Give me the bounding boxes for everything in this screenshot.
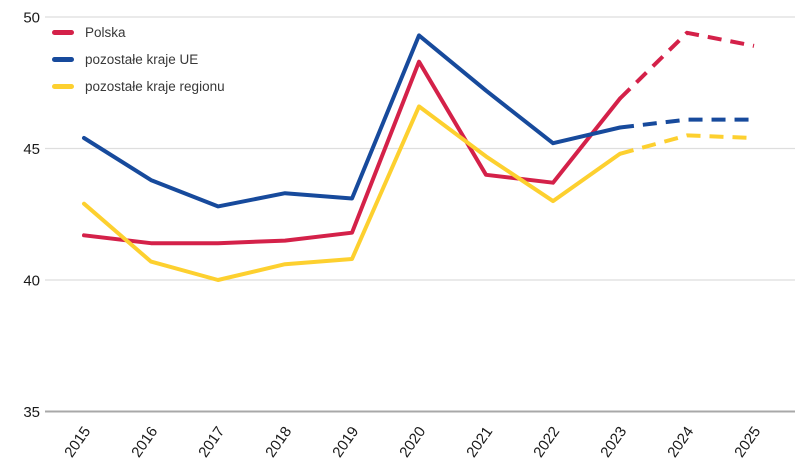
series-forecast-line-1 bbox=[619, 117, 754, 130]
x-tick-label: 2017 bbox=[195, 424, 228, 461]
legend-label: pozostałe kraje regionu bbox=[85, 78, 225, 94]
legend-swatch-red bbox=[52, 29, 74, 35]
legend-item-pozostale-kraje-regionu: pozostałe kraje regionu bbox=[52, 78, 225, 94]
y-tick-label: 50 bbox=[23, 10, 40, 27]
legend-item-pozostale-kraje-ue: pozostałe kraje UE bbox=[52, 51, 225, 67]
legend-label: Polska bbox=[85, 24, 126, 40]
x-tick-label: 2016 bbox=[128, 424, 161, 461]
x-tick-label: 2022 bbox=[530, 424, 563, 461]
x-tick-label: 2024 bbox=[664, 424, 697, 461]
x-tick-label: 2021 bbox=[463, 424, 496, 461]
y-tick-label: 35 bbox=[23, 404, 40, 421]
legend-item-polska: Polska bbox=[52, 24, 225, 40]
series-line-2 bbox=[82, 104, 622, 282]
legend-swatch-blue bbox=[52, 56, 74, 62]
series-forecast-line-0 bbox=[618, 30, 755, 100]
x-tick-label: 2018 bbox=[262, 424, 295, 461]
series-line-1 bbox=[82, 33, 622, 209]
x-tick-label: 2020 bbox=[396, 424, 429, 461]
series-line-0 bbox=[82, 59, 622, 246]
series-forecast-line-2 bbox=[619, 133, 755, 156]
x-tick-label: 2019 bbox=[329, 424, 362, 461]
x-tick-label: 2023 bbox=[597, 424, 630, 461]
y-tick-label: 45 bbox=[23, 141, 40, 158]
y-tick-label: 40 bbox=[23, 273, 40, 290]
x-tick-label: 2025 bbox=[731, 424, 764, 461]
legend: Polska pozostałe kraje UE pozostałe kraj… bbox=[52, 24, 225, 94]
legend-swatch-yellow bbox=[52, 83, 74, 89]
x-tick-label: 2015 bbox=[61, 424, 94, 461]
legend-label: pozostałe kraje UE bbox=[85, 51, 199, 67]
